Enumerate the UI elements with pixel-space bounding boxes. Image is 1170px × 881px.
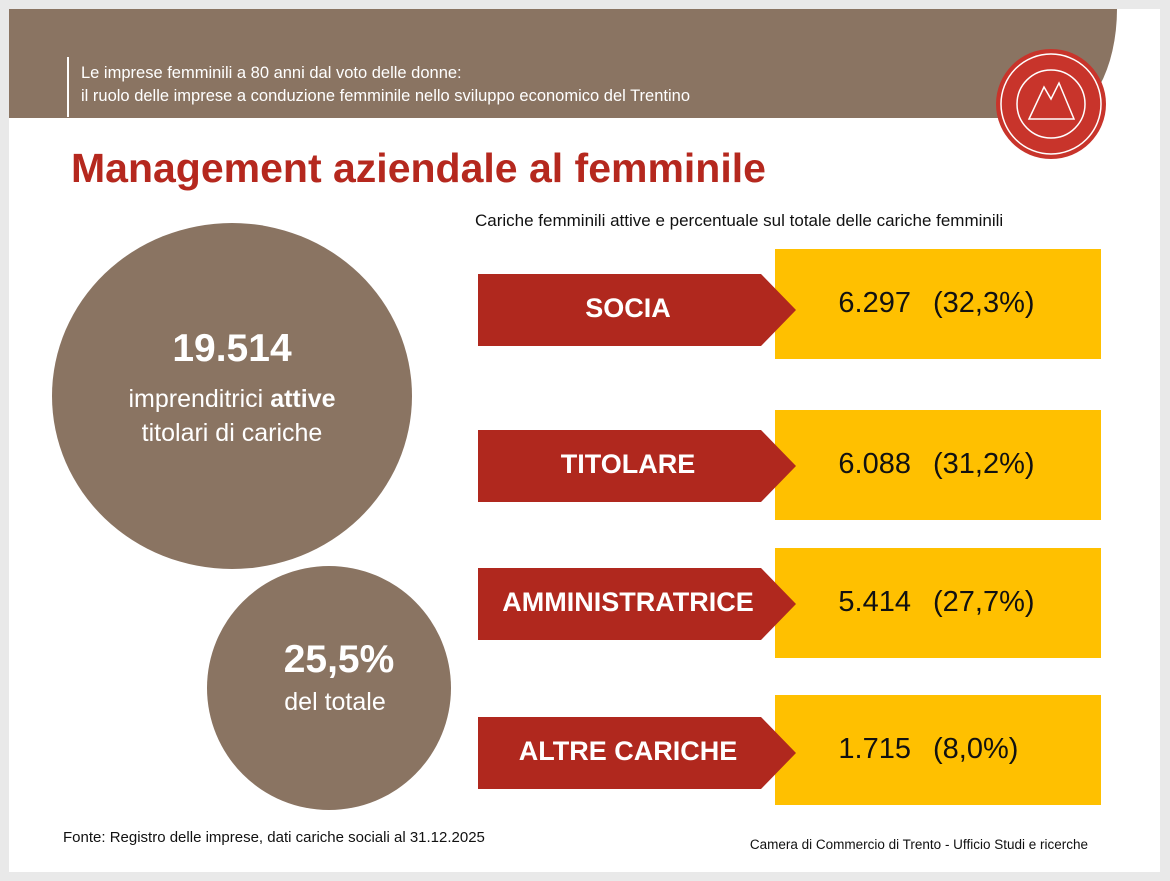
item-value: 6.088	[838, 448, 911, 480]
item-label: AMMINISTRATRICE	[502, 587, 754, 617]
item-value: 6.297	[838, 287, 911, 319]
item-label: ALTRE CARICHE	[518, 736, 738, 766]
header-line: il ruolo delle imprese a conduzione femm…	[81, 87, 691, 105]
share-number: 25,5%	[283, 638, 395, 681]
arrow	[478, 430, 796, 502]
header-rule	[67, 57, 69, 117]
item-percent: (27,7%)	[933, 586, 1035, 618]
share-circle: 25,5% del totale	[207, 566, 451, 810]
header-band	[9, 9, 1117, 118]
main-text: imprenditrici attive	[52, 385, 412, 414]
value-box	[775, 249, 1101, 359]
arrow	[478, 274, 796, 346]
subtitle: Cariche femminili attive e percentuale s…	[475, 211, 1004, 230]
text: imprenditrici	[128, 385, 264, 413]
text-bold: attive	[270, 385, 336, 413]
source: Fonte: Registro delle imprese, dati cari…	[63, 829, 485, 846]
main-number: 19.514	[172, 327, 292, 370]
title: Management aziendale al femminile	[71, 145, 766, 191]
item-percent: (32,3%)	[933, 287, 1035, 319]
slide: Le imprese femminili a 80 anni dal voto …	[9, 9, 1160, 872]
item-label: SOCIA	[585, 293, 671, 323]
value-box	[775, 695, 1101, 805]
item-value: 5.414	[838, 586, 911, 618]
header-line: Le imprese femminili a 80 anni dal voto …	[81, 64, 462, 82]
value-box	[775, 548, 1101, 658]
value-box	[775, 410, 1101, 520]
main-text: titolari di cariche	[141, 419, 323, 447]
item-value: 1.715	[838, 733, 911, 765]
item-label: TITOLARE	[560, 449, 696, 479]
logo	[996, 49, 1106, 159]
arrow	[478, 568, 796, 640]
main-circle: 19.514 imprenditrici attive titolari di …	[52, 223, 412, 569]
credit: Camera di Commercio di Trento - Ufficio …	[749, 837, 1088, 852]
arrow	[478, 717, 796, 789]
item-percent: (8,0%)	[933, 733, 1019, 765]
share-text: del totale	[284, 688, 386, 716]
item-percent: (31,2%)	[933, 448, 1035, 480]
